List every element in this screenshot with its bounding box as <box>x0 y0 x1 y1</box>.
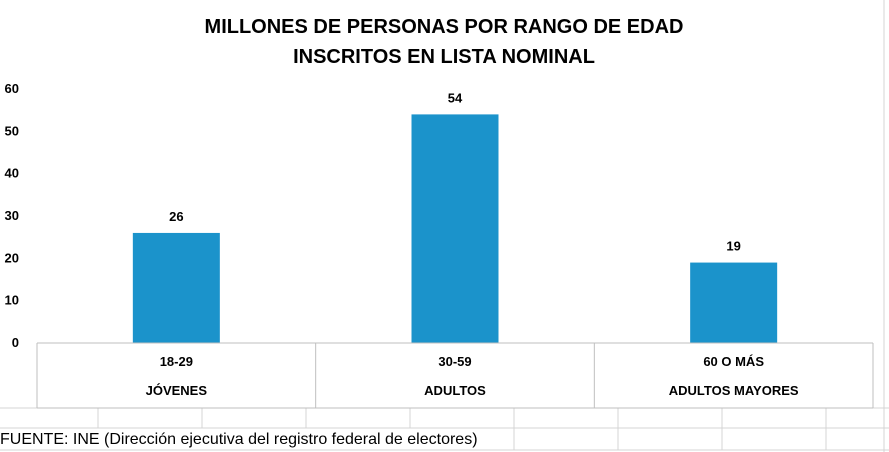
x-tick-label: 60 O MÁS <box>703 354 764 369</box>
x-tick-label: 30-59 <box>438 354 471 369</box>
bar <box>411 114 499 344</box>
y-axis-ticks: 0 10 20 30 40 50 60 <box>5 81 19 350</box>
chart-title-line-2: INSCRITOS EN LISTA NOMINAL <box>293 46 595 68</box>
data-label: 54 <box>448 90 463 105</box>
y-tick-label: 0 <box>12 335 19 350</box>
chart-title-line-1: MILLONES DE PERSONAS POR RANGO DE EDAD <box>205 16 684 38</box>
data-label: 19 <box>726 239 740 254</box>
bar <box>690 262 778 343</box>
y-tick-label: 10 <box>5 293 19 308</box>
x-group-label: ADULTOS MAYORES <box>669 383 799 398</box>
x-tick-label: 18-29 <box>160 354 193 369</box>
bars <box>132 114 778 344</box>
x-group-label: ADULTOS <box>424 383 486 398</box>
source-note: FUENTE: INE (Dirección ejecutiva del reg… <box>0 431 478 448</box>
y-tick-label: 50 <box>5 123 19 138</box>
data-labels: 26 54 19 <box>169 90 741 253</box>
y-tick-label: 30 <box>5 208 19 223</box>
category-axis: 18-29 JÓVENES 30-59 ADULTOS 60 O MÁS ADULTOS … <box>36 342 874 409</box>
data-label: 26 <box>169 209 183 224</box>
x-group-label: JÓVENES <box>146 383 208 398</box>
bar <box>132 232 220 343</box>
y-tick-label: 40 <box>5 166 19 181</box>
y-tick-label: 60 <box>5 81 19 96</box>
y-tick-label: 20 <box>5 250 19 265</box>
